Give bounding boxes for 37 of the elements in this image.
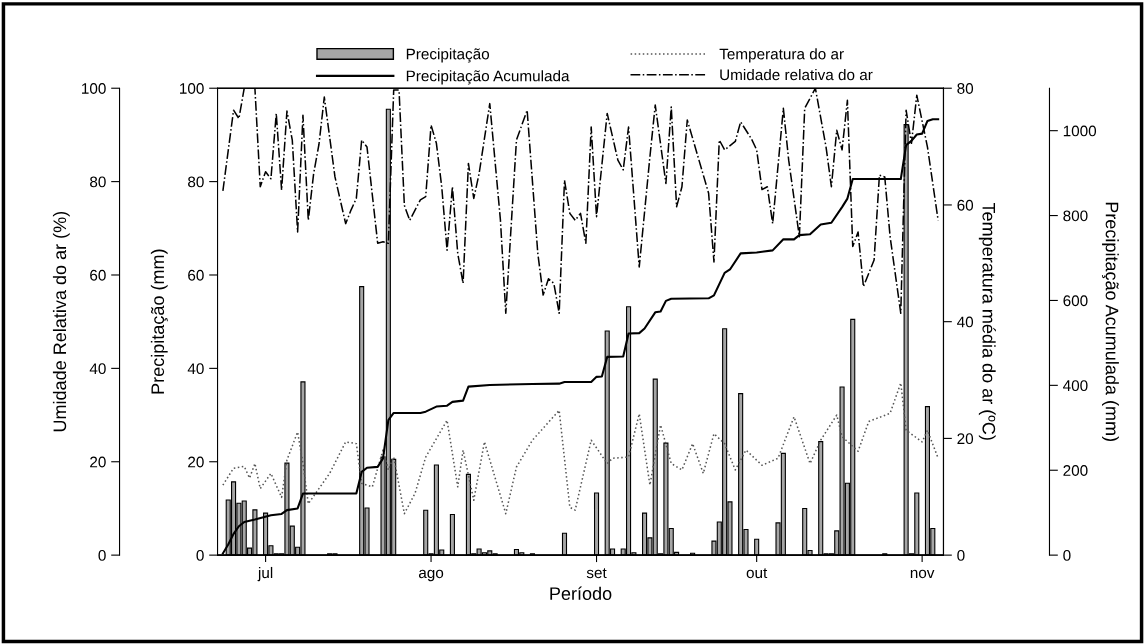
y-tick-label: 0 <box>98 550 106 561</box>
y2-tick-label: 20 <box>957 433 974 445</box>
y2-axis-title: Temperatura média do ar (ºC) <box>978 202 996 440</box>
series-label: Umidade relativa do ar <box>720 68 873 81</box>
y3-tick-label: 600 <box>1063 295 1088 307</box>
x-tick-label: jul <box>257 566 273 582</box>
legend-label: Precipitação Acumulada <box>406 70 570 85</box>
y-tick-label: 20 <box>188 456 204 468</box>
y-tick-label: 20 <box>90 456 106 468</box>
legend-label: Precipitação <box>406 48 490 63</box>
y3-tick-label: 0 <box>1063 550 1071 561</box>
y-tick-label: 0 <box>196 550 204 561</box>
y-tick-label: 100 <box>82 83 106 94</box>
x-tick-label: nov <box>910 569 935 579</box>
y3-tick-label: 800 <box>1063 210 1088 222</box>
y3-tick-label: 200 <box>1063 465 1088 476</box>
x-tick-label: out <box>746 568 768 579</box>
y-tick-label: 40 <box>187 363 204 375</box>
y-tick-label: 60 <box>90 269 106 281</box>
y3-tick-label: 400 <box>1063 380 1088 392</box>
y-tick-label: 80 <box>90 176 106 188</box>
x-tick-label: set <box>586 568 607 579</box>
y-tick-label: 100 <box>180 83 204 94</box>
x-tick-label: ago <box>418 569 444 582</box>
y2-tick-label: 40 <box>957 316 974 328</box>
y-axis-title: Umidade Relativa do ar (%) <box>52 211 70 432</box>
y2-tick-label: 0 <box>957 550 965 561</box>
y-axis-title: Precipitação (mm) <box>150 249 168 394</box>
legend-label: Temperatura do ar <box>719 48 844 63</box>
y3-axis-title: Precipitação Acumulada (mm) <box>1101 202 1119 441</box>
y2-tick-label: 80 <box>957 83 974 94</box>
y-tick-label: 80 <box>188 176 204 188</box>
y3-tick-label: 1000 <box>1063 125 1097 137</box>
x-axis-title: Período <box>550 586 612 600</box>
y2-tick-label: 60 <box>957 199 974 211</box>
y-tick-label: 60 <box>188 269 204 281</box>
y-tick-label: 40 <box>89 363 106 375</box>
